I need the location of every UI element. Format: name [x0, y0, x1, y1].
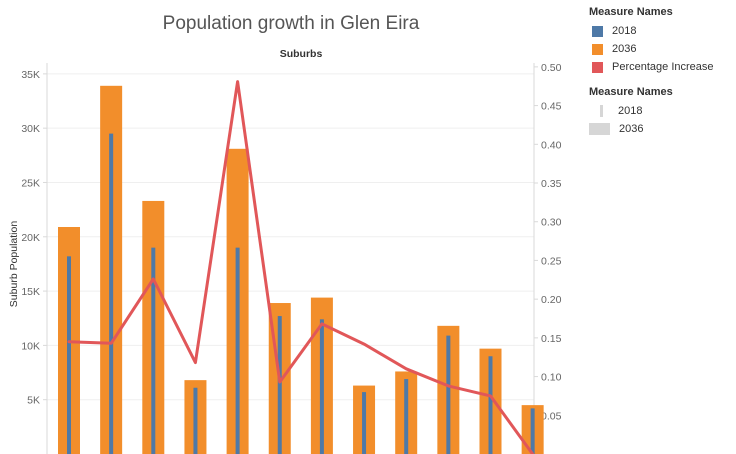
legend-item-2018[interactable]: 2018	[589, 22, 736, 40]
y2-tick-label: 0.45	[541, 101, 562, 113]
chart-subtitle: Suburbs	[280, 48, 323, 60]
legend-swatch-2036	[592, 43, 603, 55]
legend-label-2036: 2036	[612, 43, 637, 55]
bar-2018[interactable]	[319, 319, 324, 454]
legend: Measure Names 2018 2036 Percentage Incre…	[589, 4, 736, 138]
y2-tick-label: 0.05	[541, 410, 562, 422]
y-tick-label: 10K	[21, 340, 40, 352]
percentage-increase-line[interactable]	[67, 80, 535, 454]
bar-2018[interactable]	[277, 316, 282, 454]
bar-2018[interactable]	[530, 408, 535, 454]
legend-swatch-2018	[592, 25, 603, 37]
legend-label-2018: 2018	[612, 25, 637, 37]
y2-tick-label: 0.10	[541, 372, 562, 384]
bar-2018[interactable]	[109, 133, 114, 454]
bar-2018[interactable]	[193, 387, 198, 454]
y-tick-label: 20K	[21, 232, 40, 244]
size-label-2018: 2018	[618, 105, 643, 117]
bars	[58, 85, 544, 454]
y-tick-label: 25K	[21, 177, 40, 189]
y-tick-label: 15K	[21, 286, 40, 298]
percentage-line	[67, 80, 535, 454]
y2-tick-label: 0.15	[541, 333, 562, 345]
legend-swatch-percentage-increase	[592, 61, 603, 73]
bar-2018[interactable]	[404, 379, 409, 454]
y-axis-ticks: 35K 30K 25K 20K 15K 10K 5K	[21, 69, 47, 407]
chart-title: Population growth in Glen Eira	[163, 13, 420, 34]
y2-axis-ticks: 0.50 0.45 0.40 0.35 0.30 0.25 0.20 0.15 0.10 0.05	[534, 62, 562, 422]
y2-tick-label: 0.25	[541, 255, 562, 267]
legend-item-percentage-increase[interactable]: Percentage Increase	[589, 58, 736, 76]
y2-tick-label: 0.40	[541, 139, 562, 151]
size-legend-item-2018[interactable]: 2018	[589, 102, 736, 120]
legend-item-2036[interactable]: 2036	[589, 40, 736, 58]
y2-tick-label: 0.35	[541, 178, 562, 190]
color-legend-title: Measure Names	[589, 6, 673, 18]
bar-2018[interactable]	[235, 247, 240, 454]
size-swatch-2018	[600, 105, 603, 117]
bar-2018[interactable]	[151, 247, 156, 454]
y-tick-label: 5K	[27, 395, 40, 407]
y-axis-title: Suburb Population	[8, 221, 20, 308]
y2-tick-label: 0.30	[541, 217, 562, 229]
bar-2018[interactable]	[488, 356, 493, 454]
size-legend-item-2036[interactable]: 2036	[589, 120, 736, 138]
legend-label-percentage-increase: Percentage Increase	[612, 61, 714, 73]
y-tick-label: 30K	[21, 123, 40, 135]
size-legend-title: Measure Names	[589, 86, 673, 98]
bar-2018[interactable]	[446, 335, 451, 454]
bar-2018[interactable]	[362, 392, 367, 454]
bar-2018[interactable]	[67, 256, 71, 454]
y2-tick-label: 0.20	[541, 294, 562, 306]
y2-tick-label: 0.50	[541, 62, 562, 74]
size-swatch-2036	[589, 123, 610, 135]
y-tick-label: 35K	[21, 69, 40, 81]
size-label-2036: 2036	[619, 123, 644, 135]
